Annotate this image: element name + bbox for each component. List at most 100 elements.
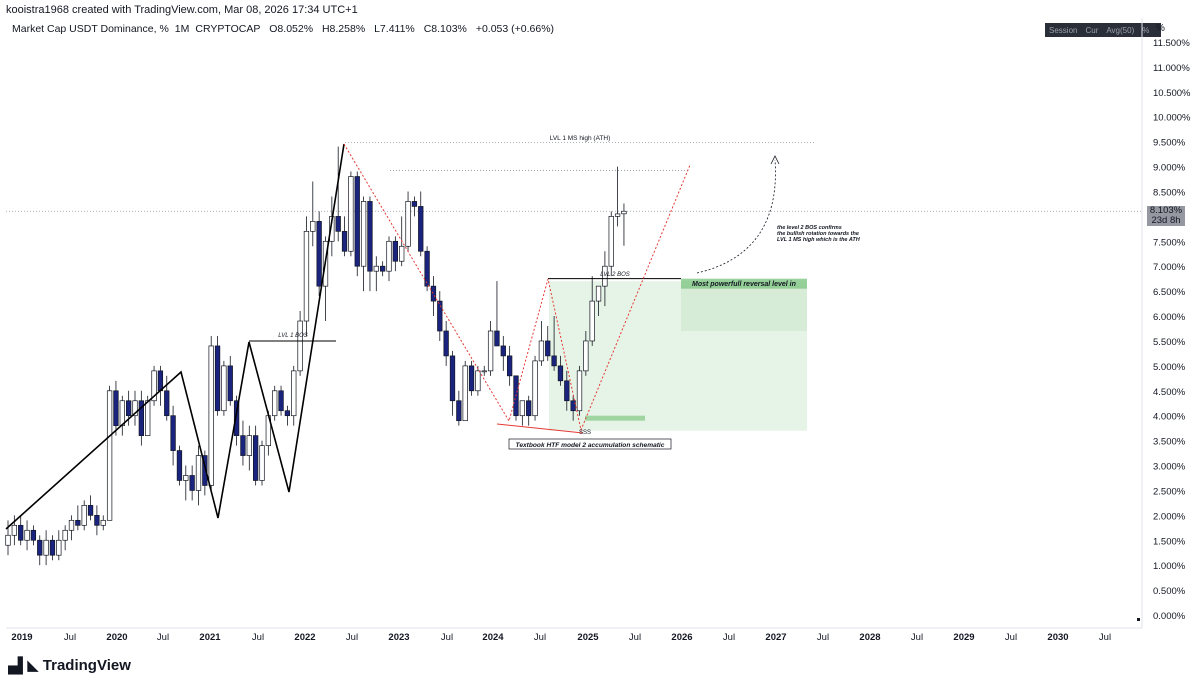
y-tick-label: 4.000% (1153, 412, 1186, 423)
y-tick-label: 6.500% (1153, 287, 1186, 298)
x-tick-label: Jul (346, 632, 358, 643)
candle-body (532, 360, 538, 417)
x-tick-label: 2030 (1047, 632, 1068, 643)
candle-body (392, 240, 398, 262)
candle-body (11, 524, 18, 536)
x-tick-label: Jul (817, 632, 829, 643)
y-tick-label: 9.000% (1153, 163, 1186, 174)
candle-body (380, 265, 386, 272)
interval[interactable]: 1M (174, 23, 190, 35)
source: CRYPTOCAP (195, 23, 261, 35)
toolbar-session[interactable]: Session (1049, 25, 1078, 35)
open-value: O8.052% (269, 23, 314, 35)
bottom-marker (1137, 618, 1140, 621)
candle-body (284, 410, 291, 417)
candle-body (227, 365, 233, 402)
y-tick-label: 7.000% (1153, 262, 1186, 273)
candle-body (202, 455, 208, 486)
reversal-zone (681, 286, 807, 331)
candle-body (595, 285, 602, 302)
candle-body (551, 355, 557, 367)
y-tick-label: 5.500% (1153, 337, 1186, 348)
candle-body (176, 450, 183, 481)
candle-body (37, 539, 43, 556)
candle-body (183, 475, 189, 481)
candle-body (487, 330, 494, 372)
annotation-note-1: the level 2 BOS confirms (777, 225, 842, 231)
candle-body (437, 300, 443, 332)
annotation-schematic: Textbook HTF model 2 accumulation schema… (516, 442, 665, 449)
candle-body (341, 230, 348, 252)
ssl-line (496, 423, 584, 434)
x-tick-label: Jul (911, 632, 923, 643)
candle-body (589, 300, 595, 342)
candle-body (68, 519, 75, 531)
price-axis-unit[interactable]: % (1156, 23, 1165, 34)
projection-arrow (696, 159, 776, 274)
candle-body (170, 415, 176, 451)
y-tick-label: 7.500% (1153, 237, 1186, 248)
y-tick-label: 9.500% (1153, 138, 1186, 149)
brand-name: TradingView (42, 656, 131, 674)
candle-body (570, 400, 576, 412)
candle-body (49, 539, 56, 556)
candle-body (576, 370, 583, 412)
x-tick-label: Jul (723, 632, 735, 643)
projection-path (343, 143, 691, 432)
symbol-name[interactable]: Market Cap USDT Dominance, % (12, 23, 169, 35)
toolbar-avg[interactable]: Avg(50) (1106, 25, 1135, 35)
toolbar-pct[interactable]: % (1142, 25, 1150, 35)
candle-body (164, 390, 170, 417)
y-tick-label: 10.000% (1153, 113, 1191, 124)
y-tick-label: 0.000% (1153, 611, 1186, 622)
candle-body (462, 365, 468, 422)
candle-body (253, 435, 259, 481)
x-tick-label: Jul (157, 632, 169, 643)
x-tick-label: Jul (1099, 632, 1111, 643)
candle-body (500, 345, 506, 357)
annotation-ath: LVL 1 MS high (ATH) (550, 135, 611, 142)
candle-body (189, 475, 195, 491)
y-tick-label: 3.000% (1153, 462, 1186, 473)
candle-body (100, 519, 106, 526)
reversal-level-band (681, 278, 807, 289)
candle-body (621, 210, 627, 215)
x-tick-label: 2020 (106, 632, 127, 643)
schematic-label-box (508, 438, 672, 450)
candle-body (360, 201, 367, 267)
candle-body (583, 340, 589, 372)
y-tick-label: 3.500% (1153, 437, 1186, 448)
candle-body (18, 524, 24, 541)
y-tick-label: 11.500% (1153, 38, 1190, 49)
candle-body (557, 365, 564, 382)
candle-body (113, 390, 119, 427)
candle-body (507, 355, 513, 377)
y-tick-label: 1.500% (1153, 536, 1186, 547)
candle-body (564, 380, 570, 402)
candle-body (418, 206, 424, 252)
candle-body (614, 213, 621, 217)
candle-body (132, 400, 138, 417)
projection-arrowhead (770, 155, 780, 165)
y-tick-label: 2.500% (1153, 486, 1186, 497)
candle-body (157, 370, 164, 392)
y-tick-label: 6.000% (1153, 312, 1186, 323)
candle-body (538, 340, 545, 362)
toolbar-cur[interactable]: Cur (1085, 25, 1099, 35)
candle-body (411, 201, 418, 207)
x-tick-label: Jul (1005, 632, 1017, 643)
tradingview-logo[interactable]: ▄▌◣ TradingView (8, 656, 131, 675)
last-price-label: 8.103% 23d 8h (1147, 206, 1185, 226)
x-tick-label: 2021 (199, 632, 221, 643)
candle-body (373, 265, 379, 272)
candle-body (443, 330, 449, 357)
candle-body (348, 176, 354, 252)
x-tick-label: 2019 (11, 632, 32, 643)
candle-body (481, 370, 487, 373)
candle-body (24, 529, 30, 541)
candle-body (494, 330, 500, 347)
annotation-lvl2-bos: LVL 2 BOS (600, 272, 630, 278)
x-tick-label: Jul (629, 632, 641, 643)
y-tick-label: 2.000% (1153, 511, 1186, 522)
